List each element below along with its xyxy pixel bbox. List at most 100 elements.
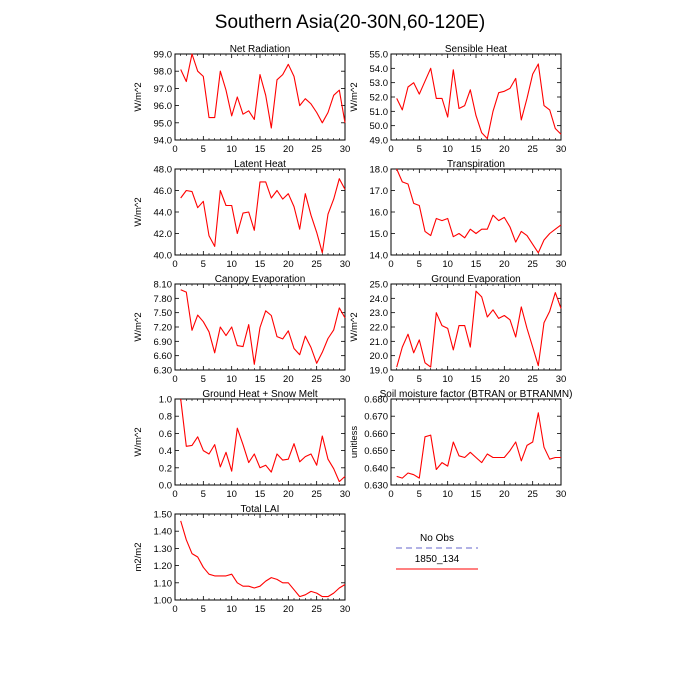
x-tick-label: 30 [340, 374, 351, 385]
y-axis-label: m2/m2 [133, 542, 144, 571]
y-tick-label: 1.40 [154, 527, 173, 538]
y-tick-label: 24.0 [370, 294, 389, 305]
x-tick-label: 25 [527, 374, 538, 385]
y-tick-label: 19.0 [370, 366, 389, 377]
x-tick-label: 25 [527, 259, 538, 270]
y-tick-label: 48.0 [154, 165, 173, 176]
x-tick-label: 20 [283, 604, 294, 615]
y-tick-label: 1.00 [154, 596, 173, 607]
x-tick-label: 25 [311, 259, 322, 270]
y-tick-label: 6.30 [154, 366, 173, 377]
x-tick-label: 15 [471, 144, 482, 155]
x-tick-label: 0 [388, 374, 393, 385]
y-tick-label: 20.0 [370, 351, 389, 362]
y-tick-label: 42.0 [154, 229, 173, 240]
x-tick-label: 5 [417, 144, 422, 155]
series-line [180, 520, 346, 598]
x-tick-label: 0 [388, 259, 393, 270]
y-tick-label: 0.0 [159, 481, 172, 492]
x-tick-label: 25 [527, 489, 538, 500]
x-tick-label: 15 [471, 489, 482, 500]
panels-group: Net Radiation W/m^2 0 5 10 15 20 25 30 94.0 95.0 96… [133, 44, 572, 615]
x-tick-label: 30 [556, 259, 567, 270]
y-tick-label: 44.0 [154, 208, 173, 219]
y-tick-label: 1.30 [154, 544, 173, 555]
y-tick-label: 96.0 [154, 101, 173, 112]
y-tick-label: 0.680 [364, 395, 388, 406]
legend: No Obs 1850_134 [396, 533, 478, 570]
y-tick-label: 0.2 [159, 463, 172, 474]
y-tick-label: 98.0 [154, 67, 173, 78]
panel-5: Ground Evaporation W/m^2 0 5 10 15 20 25 30 19.0 2… [349, 274, 566, 385]
panel-1: Sensible Heat W/m^2 0 5 10 15 20 25 30 49.0 50.0 51… [349, 44, 566, 155]
y-tick-label: 54.0 [370, 64, 389, 75]
panel-3: Transpiration 0 5 10 15 20 25 30 14.0 15.0 16.0 17.… [370, 159, 567, 270]
y-tick-label: 1.50 [154, 510, 173, 521]
figure-title: Southern Asia(20-30N,60-120E) [215, 12, 485, 33]
x-tick-label: 10 [226, 604, 237, 615]
legend-label-no-obs: No Obs [420, 533, 454, 544]
y-tick-label: 0.640 [364, 463, 388, 474]
panel-7: Soil moisture factor (BTRAN or BTRANMN) u… [349, 389, 572, 500]
x-tick-label: 0 [172, 374, 177, 385]
y-tick-label: 0.4 [159, 446, 172, 457]
x-tick-label: 0 [172, 144, 177, 155]
panel-title: Ground Heat + Snow Melt [202, 389, 318, 400]
y-tick-label: 0.630 [364, 481, 388, 492]
panel-title: Net Radiation [230, 44, 291, 55]
x-tick-label: 20 [499, 259, 510, 270]
x-tick-label: 10 [226, 259, 237, 270]
series-line [396, 168, 562, 254]
x-tick-label: 0 [172, 604, 177, 615]
y-tick-label: 8.10 [154, 280, 173, 291]
panel-title: Transpiration [447, 159, 505, 170]
x-tick-label: 10 [226, 489, 237, 500]
y-tick-label: 1.0 [159, 395, 172, 406]
x-tick-label: 25 [311, 374, 322, 385]
plot-frame [390, 168, 562, 256]
y-tick-label: 51.0 [370, 107, 389, 118]
plot-frame [174, 168, 346, 256]
x-tick-label: 10 [442, 374, 453, 385]
panel-title: Soil moisture factor (BTRAN or BTRANMN) [380, 389, 573, 400]
y-axis-label: unitless [349, 426, 360, 458]
x-tick-label: 10 [442, 259, 453, 270]
y-axis-label: W/m^2 [133, 197, 144, 226]
x-tick-label: 15 [255, 259, 266, 270]
x-tick-label: 20 [283, 489, 294, 500]
y-tick-label: 55.0 [370, 50, 389, 61]
y-tick-label: 94.0 [154, 136, 173, 147]
y-axis-label: W/m^2 [349, 312, 360, 341]
x-tick-label: 15 [471, 259, 482, 270]
series-line [396, 63, 562, 140]
x-tick-label: 30 [340, 144, 351, 155]
y-tick-label: 46.0 [154, 186, 173, 197]
y-tick-label: 97.0 [154, 84, 173, 95]
x-tick-label: 20 [283, 374, 294, 385]
y-axis-label: W/m^2 [133, 427, 144, 456]
x-tick-label: 10 [442, 489, 453, 500]
x-tick-label: 5 [201, 374, 206, 385]
x-tick-label: 15 [255, 374, 266, 385]
panel-2: Latent Heat W/m^2 0 5 10 15 20 25 30 40.0 42.0 44.0… [133, 159, 350, 270]
x-tick-label: 15 [255, 489, 266, 500]
x-tick-label: 30 [340, 259, 351, 270]
y-tick-label: 99.0 [154, 50, 173, 61]
x-tick-label: 20 [499, 144, 510, 155]
plot-frame [174, 283, 346, 371]
panel-8: Total LAI m2/m2 0 5 10 15 20 25 30 1.00 1.10 1.20 1.… [133, 504, 350, 615]
plot-frame [174, 53, 346, 141]
x-tick-label: 30 [556, 489, 567, 500]
y-tick-label: 23.0 [370, 308, 389, 319]
y-tick-label: 7.80 [154, 294, 173, 305]
x-tick-label: 10 [226, 144, 237, 155]
y-tick-label: 17.0 [370, 186, 389, 197]
panel-title: Latent Heat [234, 159, 286, 170]
panel-title: Total LAI [241, 504, 280, 515]
x-tick-label: 30 [340, 604, 351, 615]
y-axis-label: W/m^2 [349, 82, 360, 111]
y-tick-label: 22.0 [370, 323, 389, 334]
y-axis-label: W/m^2 [133, 82, 144, 111]
series-line [180, 289, 346, 365]
